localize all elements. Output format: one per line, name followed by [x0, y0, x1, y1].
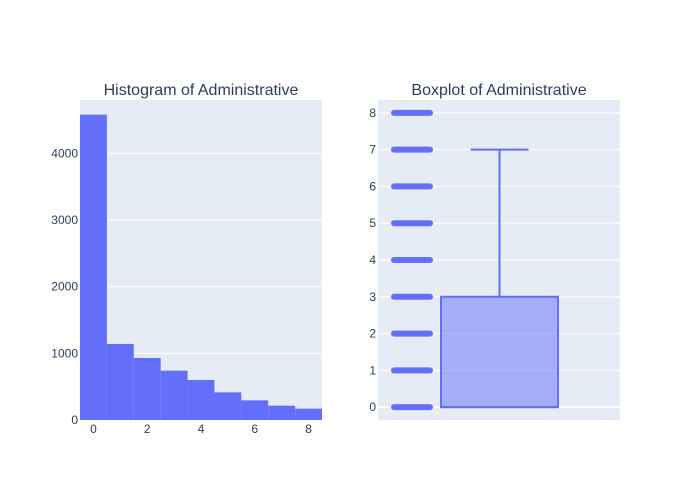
histogram-x-tick-label: 6	[251, 422, 258, 436]
histogram-y-tick-label: 0	[71, 413, 78, 427]
boxplot-y-ticks: 0 1 2 3 4 5 6 7 8	[369, 106, 376, 414]
histogram-x-tick-label: 4	[198, 422, 205, 436]
histogram-y-tick-label: 1000	[51, 346, 78, 360]
histogram-bars	[80, 114, 322, 421]
histogram-bar	[241, 400, 269, 420]
boxplot-y-tick-label: 4	[369, 253, 376, 267]
histogram-bar	[133, 358, 161, 420]
histogram-bar	[214, 392, 242, 420]
boxplot-y-tick-label: 0	[369, 400, 376, 414]
boxplot-y-tick-label: 8	[369, 106, 376, 120]
boxplot-y-tick-label: 5	[369, 216, 376, 230]
histogram-title: Histogram of Administrative	[104, 82, 299, 99]
histogram-y-ticks: 0 1000 2000 3000 4000	[51, 146, 78, 427]
histogram-x-ticks: 0 2 4 6 8	[90, 422, 312, 436]
boxplot-subplot: 0 1 2 3 4 5 6 7 8 Boxplot of Administrative	[369, 82, 620, 420]
boxplot-y-tick-label: 6	[369, 179, 376, 193]
histogram-bar	[268, 405, 296, 420]
boxplot-title: Boxplot of Administrative	[411, 82, 586, 99]
boxplot-y-tick-label: 7	[369, 143, 376, 157]
boxplot-y-tick-label: 1	[369, 363, 376, 377]
histogram-y-tick-label: 2000	[51, 280, 78, 294]
histogram-x-tick-label: 0	[90, 422, 97, 436]
histogram-bar	[295, 408, 322, 420]
histogram-bar	[106, 344, 134, 420]
histogram-x-tick-label: 2	[144, 422, 151, 436]
boxplot-points	[391, 109, 433, 411]
histogram-bar	[160, 370, 188, 420]
histogram-x-tick-label: 8	[305, 422, 312, 436]
histogram-subplot: 0 1000 2000 3000 4000 0 2 4 6 8 Histogram of Adm…	[51, 82, 322, 436]
boxplot-y-tick-label: 3	[369, 290, 376, 304]
boxplot-box-body	[440, 295, 559, 409]
histogram-bar	[80, 114, 107, 421]
boxplot-box	[440, 148, 559, 409]
histogram-y-tick-label: 3000	[51, 213, 78, 227]
histogram-y-tick-label: 4000	[51, 146, 78, 160]
histogram-bar	[187, 380, 215, 420]
boxplot-y-tick-label: 2	[369, 327, 376, 341]
